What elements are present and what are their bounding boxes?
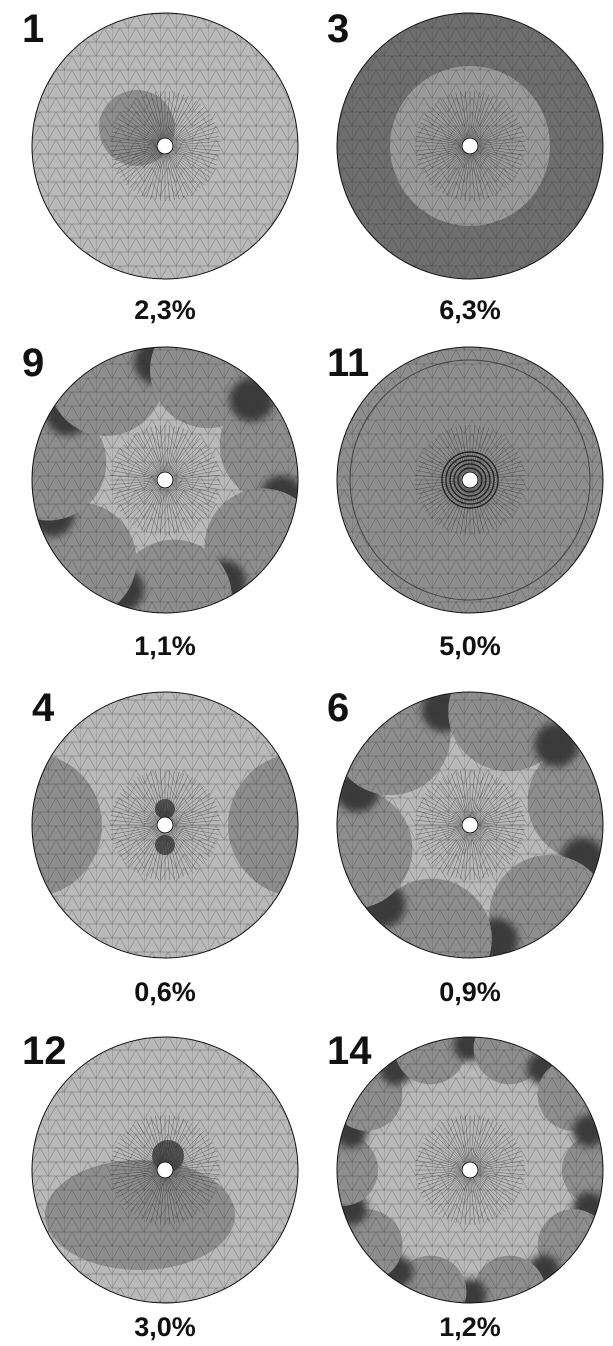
mode-number: 4 bbox=[32, 686, 55, 730]
center-hole bbox=[157, 472, 173, 488]
mode-number: 1 bbox=[22, 7, 44, 51]
frequency-shift: 6,3% bbox=[439, 295, 501, 325]
center-hole bbox=[462, 472, 478, 488]
mode-number: 6 bbox=[327, 686, 349, 730]
center-hole bbox=[462, 1162, 478, 1178]
mode-number: 9 bbox=[22, 341, 44, 385]
frequency-shift: 5,0% bbox=[439, 631, 501, 661]
figure: 1 2,3% 3 6,3% 9 1,1% 11 5,0% 4 0,6% 6 0,9% 12 3,0% 14 1… bbox=[0, 0, 613, 1341]
center-hole bbox=[462, 817, 478, 833]
frequency-shift: 0,6% bbox=[134, 977, 196, 1007]
center-hole bbox=[157, 1162, 173, 1178]
mode-number: 12 bbox=[22, 1029, 67, 1073]
frequency-shift: 2,3% bbox=[134, 295, 196, 325]
mode-shape bbox=[0, 692, 372, 958]
mode-number: 11 bbox=[327, 341, 369, 385]
frequency-shift: 1,2% bbox=[439, 1312, 501, 1341]
center-hole bbox=[462, 138, 478, 154]
mode-number: 3 bbox=[327, 7, 349, 51]
mode-number: 14 bbox=[327, 1029, 372, 1073]
frequency-shift: 0,9% bbox=[439, 977, 501, 1007]
center-hole bbox=[157, 817, 173, 833]
frequency-shift: 1,1% bbox=[134, 631, 196, 661]
center-hole bbox=[157, 138, 173, 154]
frequency-shift: 3,0% bbox=[134, 1312, 196, 1341]
